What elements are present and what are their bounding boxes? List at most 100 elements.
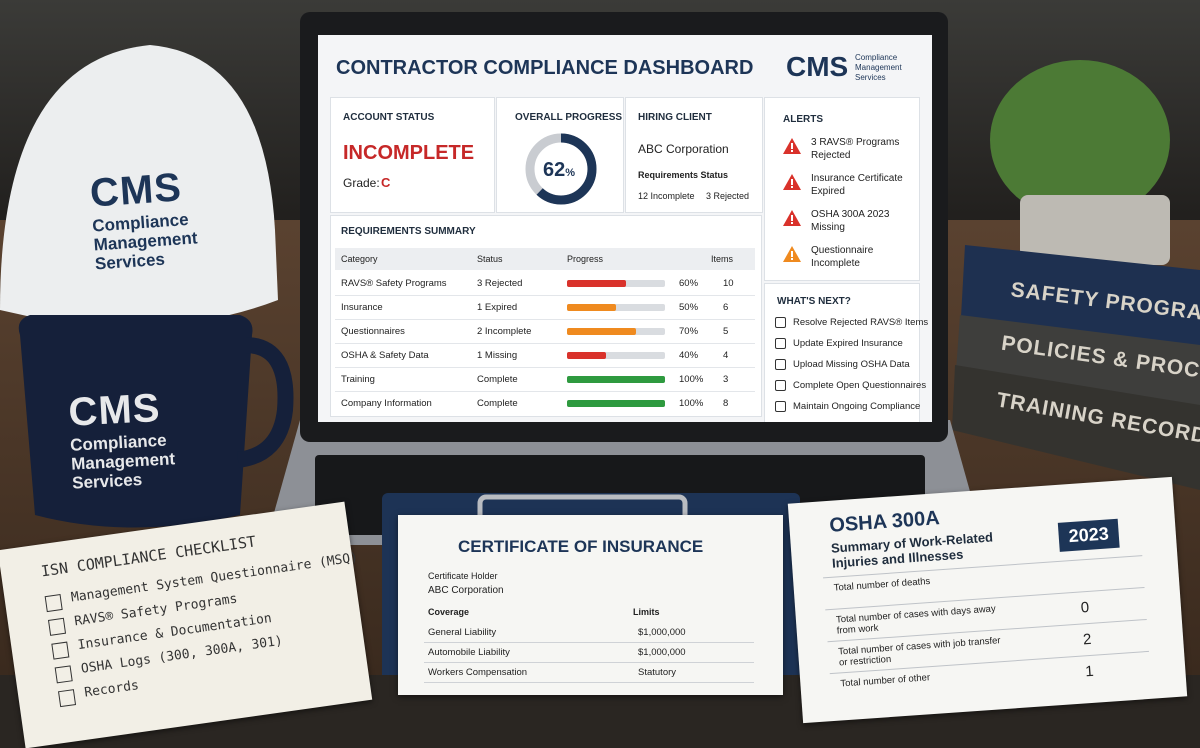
check-icon: [775, 317, 786, 328]
coverage: General Liability: [428, 627, 497, 638]
helmet-logo: CMS Compliance Management Services: [89, 164, 200, 273]
progress-track: [567, 352, 665, 359]
panel-heading: OVERALL PROGRESS: [515, 112, 623, 123]
plant-pot: [1020, 195, 1170, 265]
progress-track: [567, 304, 665, 311]
row-divider: [335, 343, 755, 344]
progress-label: 100%: [679, 398, 704, 409]
limit: Statutory: [638, 667, 677, 678]
coverage: Automobile Liability: [428, 647, 510, 658]
check-icon: [775, 380, 786, 391]
overall-progress-panel: OVERALL PROGRESS 62%: [496, 97, 624, 213]
logo-mark: CMS: [67, 385, 162, 435]
logo-mark: CMS: [88, 165, 184, 216]
checkbox: [51, 641, 70, 660]
whats-next-panel: WHAT'S NEXT? Resolve Rejected RAVS® Item…: [764, 283, 928, 422]
panel-heading: WHAT'S NEXT?: [777, 296, 851, 307]
column-header: Coverage: [428, 607, 470, 617]
account-status-panel: ACCOUNT STATUS INCOMPLETE Grade: C: [330, 97, 495, 213]
helmet: [0, 45, 278, 330]
osha-form: OSHA 300A Summary of Work-Related Injuri…: [787, 476, 1188, 724]
progress-bar: [567, 352, 607, 359]
holder: ABC Corporation: [428, 585, 504, 596]
next-step: Maintain Ongoing Compliance: [793, 401, 921, 412]
alert-icon: [783, 246, 801, 262]
mug: [18, 315, 253, 528]
next-step: Complete Open Questionnaires: [793, 380, 927, 391]
column-header: Progress: [567, 254, 604, 264]
checkbox: [54, 665, 73, 684]
dashboard: CONTRACTOR COMPLIANCE DASHBOARD CMS Comp…: [318, 35, 932, 422]
status: 3 Rejected: [477, 278, 523, 289]
account-status: INCOMPLETE: [343, 142, 475, 164]
category: Questionnaires: [341, 326, 405, 337]
category: RAVS® Safety Programs: [341, 278, 447, 289]
item-count: 10: [723, 278, 734, 289]
progress-label: 100%: [679, 374, 704, 385]
category: Insurance: [341, 302, 383, 313]
alert-text: Questionnaire Incomplete: [811, 245, 874, 269]
progress-bar: [567, 376, 665, 383]
next-step: Update Expired Insurance: [793, 338, 903, 349]
client-name: ABC Corporation: [638, 142, 729, 156]
checkbox: [47, 617, 67, 636]
column-header: Limits: [633, 607, 660, 617]
progress-label: 70%: [679, 326, 699, 337]
category: OSHA & Safety Data: [341, 350, 429, 361]
binder: [952, 365, 1200, 490]
panel-heading: ACCOUNT STATUS: [343, 112, 435, 123]
category: Training: [341, 374, 375, 385]
item-count: 5: [723, 326, 729, 337]
checkbox: [57, 689, 77, 708]
osha-year: 2023: [1057, 518, 1120, 552]
status: Complete: [477, 398, 518, 409]
grade-label: Grade:: [343, 176, 380, 190]
panel-heading: REQUIREMENTS SUMMARY: [341, 226, 476, 237]
column-header: Items: [711, 254, 734, 264]
progress-unit: %: [565, 167, 576, 179]
row-divider: [424, 662, 754, 663]
alert-icon: [783, 210, 801, 226]
next-step: Resolve Rejected RAVS® Items: [793, 317, 929, 328]
row-divider: [335, 391, 755, 392]
row-divider: [335, 295, 755, 296]
rejected-count: 3 Rejected: [706, 191, 750, 201]
panel-heading: ALERTS: [783, 114, 823, 125]
progress-label: 50%: [679, 302, 699, 313]
column-header: Status: [477, 254, 503, 264]
mug-handle: [236, 337, 294, 468]
coverage: Workers Compensation: [428, 667, 528, 678]
hiring-client-panel: HIRING CLIENT ABC Corporation Requiremen…: [625, 97, 763, 213]
certificate: CERTIFICATE OF INSURANCE Certificate Hol…: [398, 515, 783, 695]
plant: [990, 60, 1170, 220]
row-divider: [424, 682, 754, 683]
progress-number: 62: [543, 159, 566, 181]
limit: $1,000,000: [638, 647, 686, 658]
logo-line: Services: [855, 73, 886, 82]
column-header: Category: [341, 254, 378, 264]
status: 2 Incomplete: [477, 326, 532, 337]
donut-arc: [525, 133, 597, 205]
limit: $1,000,000: [638, 627, 686, 638]
status: Complete: [477, 374, 518, 385]
row-divider: [424, 642, 754, 643]
alert-text: OSHA 300A 2023 Missing: [811, 209, 890, 233]
osha-row-value: 1: [1084, 662, 1095, 681]
logo-text: Compliance Management Services: [855, 53, 902, 83]
progress-value: 62%: [543, 159, 575, 182]
panel-heading: HIRING CLIENT: [638, 112, 712, 123]
status: 1 Missing: [477, 350, 518, 361]
logo-line: Compliance: [855, 53, 898, 62]
incomplete-count: 12 Incomplete: [638, 191, 695, 201]
item-count: 4: [723, 350, 729, 361]
grade: C: [381, 175, 391, 190]
dashboard-title: CONTRACTOR COMPLIANCE DASHBOARD: [336, 57, 754, 79]
logo-line: Management: [855, 63, 902, 72]
osha-row-value: 0: [1080, 598, 1090, 617]
next-step: Upload Missing OSHA Data: [793, 359, 910, 370]
alert-text: Insurance Certificate Expired: [811, 173, 903, 197]
osha-title: OSHA 300A: [828, 507, 941, 537]
row-divider: [335, 319, 755, 320]
